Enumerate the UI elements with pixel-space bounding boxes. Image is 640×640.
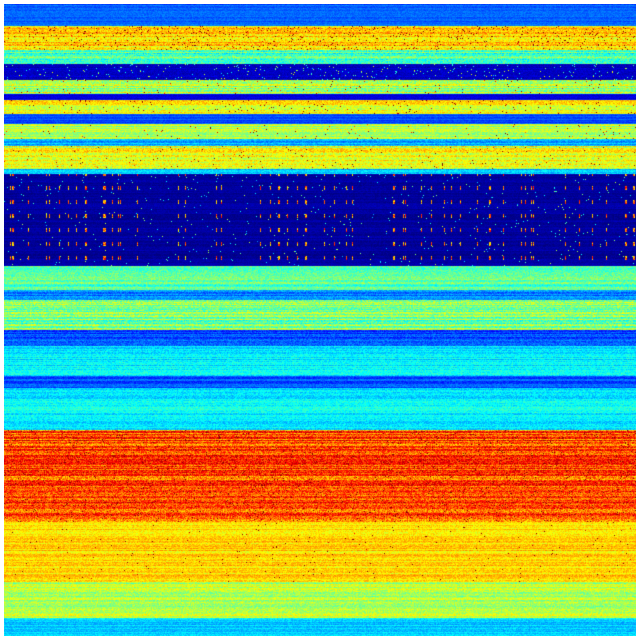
heatmap-canvas: [4, 4, 636, 636]
heatmap-image: [4, 4, 636, 636]
